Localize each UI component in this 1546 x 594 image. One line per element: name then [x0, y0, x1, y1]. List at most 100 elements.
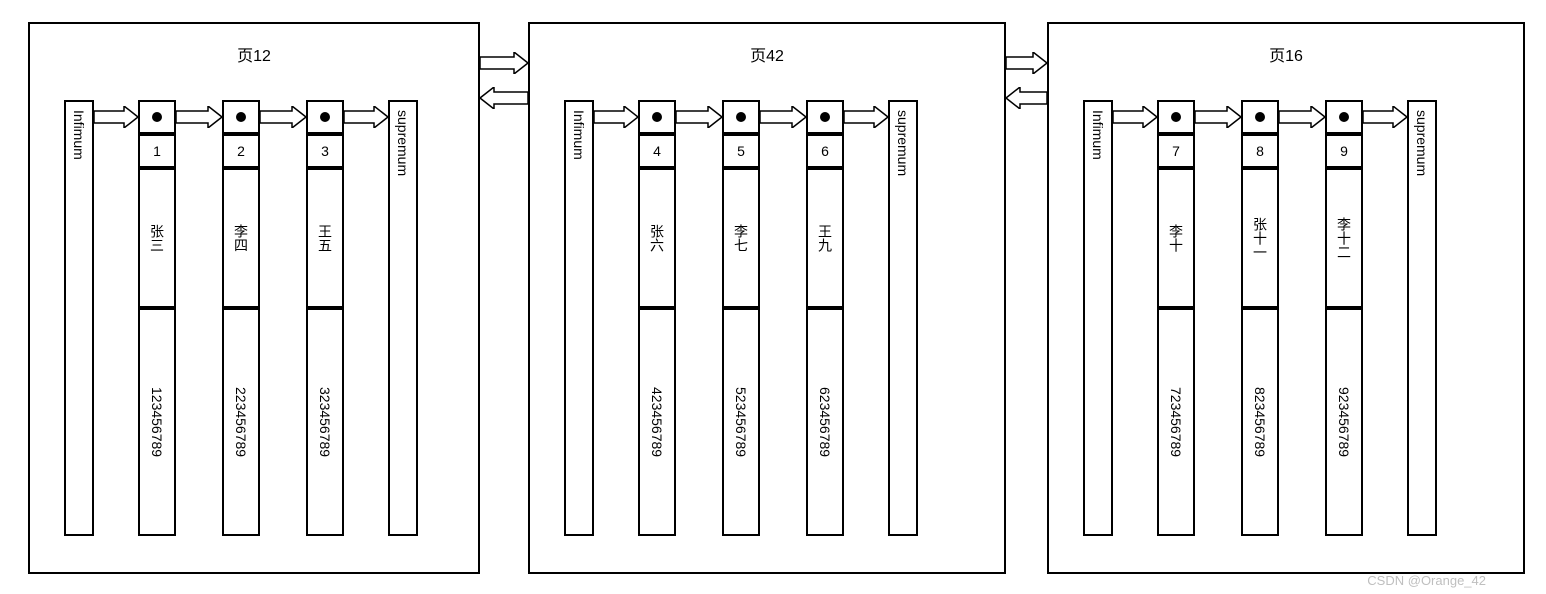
record-name-box: 张六 [638, 168, 676, 308]
record-num: 323456789 [317, 387, 333, 457]
record-name: 李七 [731, 224, 751, 252]
dot-icon [1255, 112, 1265, 122]
record-num: 423456789 [649, 387, 665, 457]
dot-icon [1171, 112, 1181, 122]
link-arrow [1363, 106, 1407, 128]
record-name: 王五 [315, 224, 335, 252]
record-num-box: 923456789 [1325, 308, 1363, 536]
record-name-box: 李十二 [1325, 168, 1363, 308]
infimum-box: Infimum [1083, 100, 1113, 536]
page-link-arrow [1006, 87, 1047, 109]
link-arrow [594, 106, 638, 128]
record-header [222, 100, 260, 134]
dot-icon [320, 112, 330, 122]
record: 8张十一823456789 [1241, 100, 1279, 536]
watermark: CSDN @Orange_42 [1367, 573, 1486, 588]
record: 2 李四 223456789 [222, 100, 260, 536]
dot-icon [820, 112, 830, 122]
infimum-box: Infimum [64, 100, 94, 536]
dot-icon [736, 112, 746, 122]
record-header [806, 100, 844, 134]
page-title: 页16 [1049, 24, 1523, 72]
link-arrow [1113, 106, 1157, 128]
record-header [138, 100, 176, 134]
record-id: 2 [222, 134, 260, 168]
record-header [306, 100, 344, 134]
infimum-label: Infimum [566, 102, 592, 534]
dot-icon [652, 112, 662, 122]
link-arrow [844, 106, 888, 128]
record-name-box: 王五 [306, 168, 344, 308]
page-link-arrow [480, 87, 528, 109]
record-id: 4 [638, 134, 676, 168]
record-num: 623456789 [817, 387, 833, 457]
link-arrow [1279, 106, 1325, 128]
record-name: 李十二 [1334, 217, 1354, 259]
record-header [638, 100, 676, 134]
record: 6 王九 623456789 [806, 100, 844, 536]
link-arrow [260, 106, 306, 128]
record-name: 李四 [231, 224, 251, 252]
record-num: 523456789 [733, 387, 749, 457]
supremum-box: supremum [1407, 100, 1437, 536]
page-link-arrow [1006, 52, 1047, 74]
record-name: 王九 [815, 224, 835, 252]
record-num-box: 123456789 [138, 308, 176, 536]
link-arrow [1195, 106, 1241, 128]
dot-icon [152, 112, 162, 122]
supremum-box: supremum [888, 100, 918, 536]
record-id: 6 [806, 134, 844, 168]
supremum-label: supremum [890, 102, 916, 534]
supremum-box: supremum [388, 100, 418, 536]
page-frame: 页16 [1047, 22, 1525, 574]
record-name-box: 李四 [222, 168, 260, 308]
record-id: 3 [306, 134, 344, 168]
record-id: 9 [1325, 134, 1363, 168]
link-arrow [94, 106, 138, 128]
page-title: 页12 [30, 24, 478, 72]
link-arrow [344, 106, 388, 128]
record: 5 李七 523456789 [722, 100, 760, 536]
record: 3 王五 323456789 [306, 100, 344, 536]
record-id: 1 [138, 134, 176, 168]
record-num-box: 723456789 [1157, 308, 1195, 536]
record-name-box: 李七 [722, 168, 760, 308]
link-arrow [676, 106, 722, 128]
record-num: 923456789 [1336, 387, 1352, 457]
record: 1 张三 123456789 [138, 100, 176, 536]
page-frame: 页42 [528, 22, 1006, 574]
link-arrow [176, 106, 222, 128]
link-arrow [760, 106, 806, 128]
page-title: 页42 [530, 24, 1004, 72]
supremum-label: supremum [1409, 102, 1435, 534]
record-num-box: 523456789 [722, 308, 760, 536]
infimum-label: Infimum [1085, 102, 1111, 534]
record-header [1241, 100, 1279, 134]
record-name-box: 张十一 [1241, 168, 1279, 308]
record-header [1157, 100, 1195, 134]
record-num: 723456789 [1168, 387, 1184, 457]
dot-icon [236, 112, 246, 122]
record-num: 123456789 [149, 387, 165, 457]
infimum-box: Infimum [564, 100, 594, 536]
record-num-box: 423456789 [638, 308, 676, 536]
record-num: 223456789 [233, 387, 249, 457]
record-num: 823456789 [1252, 387, 1268, 457]
record-num-box: 323456789 [306, 308, 344, 536]
record: 9 李十二 923456789 [1325, 100, 1363, 536]
record-num-box: 823456789 [1241, 308, 1279, 536]
record-name: 张十一 [1250, 217, 1270, 259]
record-name: 李十 [1166, 224, 1186, 252]
diagram-canvas: 页12 Infimum 1 张三 123456789 2 李四 223456789 3 王五 323… [0, 0, 1546, 594]
infimum-label: Infimum [66, 102, 92, 534]
record: 7 李十 723456789 [1157, 100, 1195, 536]
record-num-box: 223456789 [222, 308, 260, 536]
record-id: 7 [1157, 134, 1195, 168]
dot-icon [1339, 112, 1349, 122]
record-name-box: 张三 [138, 168, 176, 308]
record-name: 张三 [147, 224, 167, 252]
record: 4 张六 423456789 [638, 100, 676, 536]
record-name: 张六 [647, 224, 667, 252]
record-id: 5 [722, 134, 760, 168]
record-header [1325, 100, 1363, 134]
